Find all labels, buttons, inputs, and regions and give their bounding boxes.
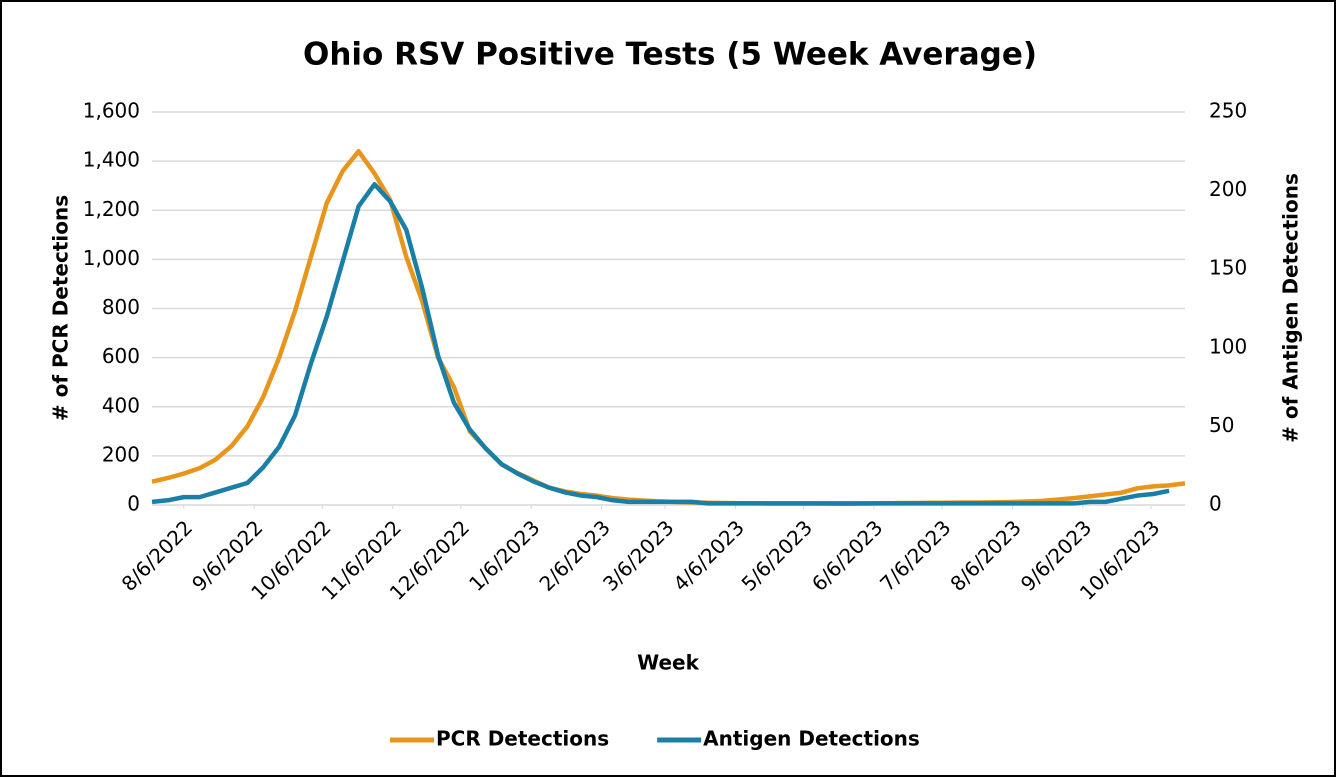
y-tick-label: 600: [102, 344, 140, 368]
y2-tick-label: 150: [1209, 256, 1247, 280]
legend-label: PCR Detections: [436, 727, 609, 751]
y2-axis-title: # of Antigen Detections: [1279, 173, 1303, 443]
y2-tick-label: 50: [1209, 413, 1234, 437]
y-axis-title: # of PCR Detections: [49, 195, 73, 421]
y-tick-label: 200: [102, 442, 140, 466]
data-line: [151, 182, 1170, 506]
x-axis-title: Week: [637, 651, 699, 675]
y2-tick-label: 0: [1209, 492, 1222, 516]
y2-tick-label: 250: [1209, 99, 1247, 123]
y2-tick-label: 200: [1209, 177, 1247, 201]
y-tick-label: 0: [127, 492, 140, 516]
y-tick-label: 1,000: [83, 246, 140, 270]
y-tick-label: 1,200: [83, 197, 140, 221]
y-tick-label: 800: [102, 295, 140, 319]
y-tick-label: 1,600: [83, 99, 140, 123]
y2-tick-label: 100: [1209, 334, 1247, 358]
y-tick-label: 1,400: [83, 148, 140, 172]
chart-title: Ohio RSV Positive Tests (5 Week Average): [303, 37, 1037, 73]
legend-label: Antigen Detections: [703, 727, 920, 751]
y-tick-label: 400: [102, 393, 140, 417]
